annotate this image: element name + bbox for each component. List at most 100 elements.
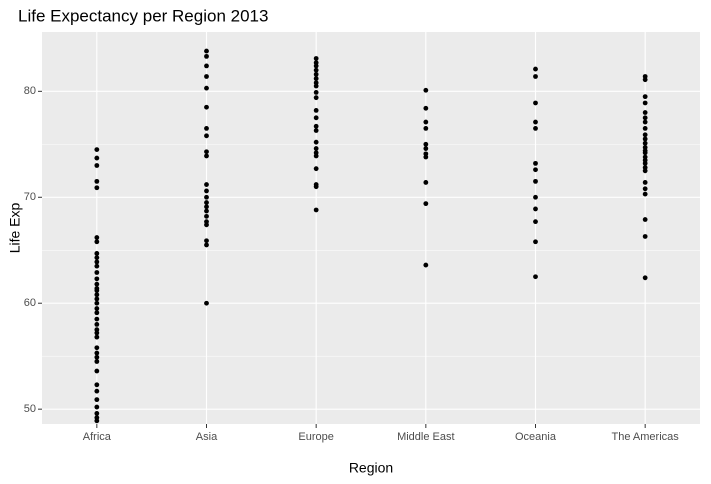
point: [204, 204, 209, 210]
point: [642, 94, 648, 100]
point: [94, 322, 100, 327]
point: [94, 316, 100, 322]
point: [313, 153, 319, 159]
point: [94, 334, 100, 340]
point: [642, 119, 648, 125]
point: [94, 350, 100, 356]
point: [94, 418, 100, 424]
point: [423, 87, 429, 93]
point: [313, 89, 319, 95]
point: [94, 292, 100, 298]
point: [642, 77, 648, 83]
point: [94, 251, 100, 256]
point: [533, 119, 538, 125]
point: [204, 208, 209, 214]
point: [313, 128, 319, 133]
point: [204, 149, 209, 155]
point: [423, 126, 429, 131]
point: [94, 147, 100, 153]
point: [94, 185, 100, 191]
point: [94, 296, 100, 302]
point: [533, 219, 538, 225]
point: [94, 163, 100, 168]
point: [533, 206, 538, 212]
point: [642, 140, 648, 146]
point: [204, 200, 209, 205]
point: [642, 126, 648, 131]
point: [642, 234, 648, 239]
point: [642, 115, 648, 121]
point: [642, 217, 648, 222]
point: [94, 345, 100, 351]
point: [533, 74, 538, 79]
point: [313, 166, 319, 172]
point: [423, 201, 429, 207]
point: [204, 194, 209, 200]
point: [423, 180, 429, 185]
point: [94, 155, 100, 161]
x-tick-label: Europe: [298, 431, 333, 443]
point: [94, 263, 100, 269]
y-tick-label: 60: [24, 297, 36, 309]
point: [642, 136, 648, 142]
point: [313, 207, 319, 213]
point: [94, 388, 100, 394]
point: [204, 126, 209, 131]
point: [642, 132, 648, 138]
point: [94, 330, 100, 336]
point: [204, 48, 209, 54]
point: [423, 119, 429, 125]
point: [94, 300, 100, 306]
point: [423, 262, 429, 268]
point: [204, 74, 209, 79]
point: [94, 259, 100, 265]
x-tick-label: Africa: [83, 431, 112, 443]
point: [94, 397, 100, 403]
point: [204, 300, 209, 306]
y-tick-label: 50: [24, 403, 36, 415]
x-tick-label: Asia: [196, 431, 218, 443]
point: [533, 126, 538, 131]
point: [642, 110, 648, 115]
x-tick-label: Oceania: [515, 431, 557, 443]
point: [642, 160, 648, 166]
point: [642, 191, 648, 197]
point: [94, 368, 100, 374]
point: [533, 66, 538, 72]
x-tick-label: Middle East: [397, 431, 454, 443]
point: [94, 411, 100, 416]
point: [313, 67, 319, 73]
grid: [42, 32, 700, 424]
point: [94, 404, 100, 410]
point: [94, 178, 100, 184]
y-axis-title: Life Exp: [7, 202, 23, 253]
point: [642, 100, 648, 106]
point: [94, 306, 100, 311]
point: [423, 154, 429, 160]
point: [423, 105, 429, 111]
point: [94, 359, 100, 364]
point: [313, 83, 319, 89]
point: [94, 239, 100, 245]
y-tick-label: 80: [24, 85, 36, 97]
point: [204, 222, 209, 228]
point: [204, 104, 209, 110]
point: [94, 276, 100, 282]
point: [313, 95, 319, 101]
point: [423, 141, 429, 147]
point: [94, 310, 100, 316]
point: [204, 213, 209, 219]
point: [204, 182, 209, 187]
point: [313, 115, 319, 121]
point: [313, 184, 319, 190]
point: [313, 146, 319, 151]
point: [533, 274, 538, 280]
point: [204, 133, 209, 139]
point: [642, 168, 648, 174]
point: [94, 382, 100, 388]
point: [204, 188, 209, 194]
point: [533, 160, 538, 166]
point: [94, 281, 100, 287]
